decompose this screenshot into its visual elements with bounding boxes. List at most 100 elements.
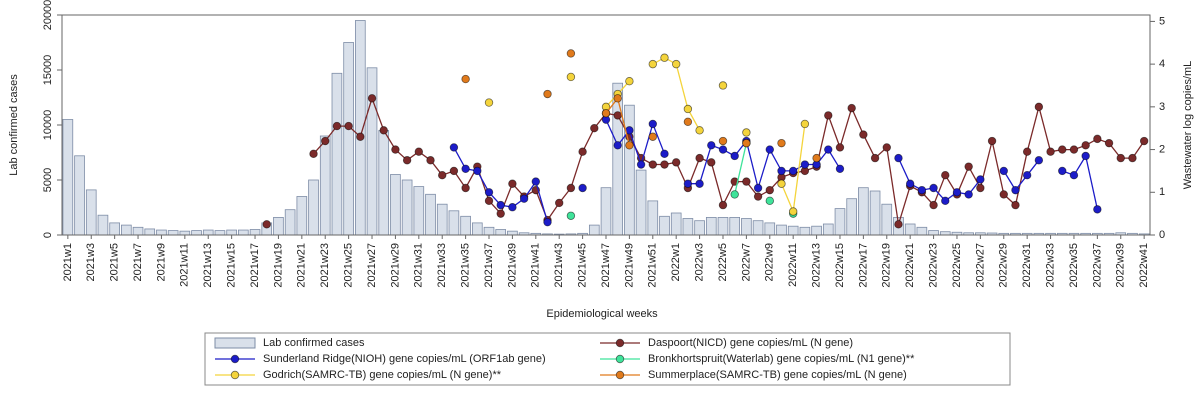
y2-tick-label: 5 bbox=[1159, 15, 1165, 27]
point bbox=[929, 183, 938, 193]
point bbox=[391, 145, 400, 154]
bar bbox=[343, 42, 354, 236]
bar bbox=[612, 82, 624, 236]
x-tick-label: 2021w21 bbox=[296, 243, 308, 288]
x-tick-label: 2021w43 bbox=[553, 243, 565, 288]
point bbox=[438, 170, 447, 180]
bar bbox=[62, 119, 74, 236]
point bbox=[847, 103, 856, 113]
point bbox=[1022, 170, 1032, 180]
x-tick-label: 2021w29 bbox=[389, 243, 401, 288]
bar bbox=[448, 210, 460, 236]
bar bbox=[413, 186, 425, 236]
x-tick-label: 2021w1 bbox=[62, 243, 74, 282]
x-tick-label: 2021w41 bbox=[530, 243, 542, 288]
x-tick-label: 2022w9 bbox=[764, 243, 776, 282]
point bbox=[999, 166, 1008, 176]
point bbox=[730, 190, 739, 199]
point bbox=[1081, 151, 1090, 161]
x-tick-label: 2022w41 bbox=[1138, 243, 1150, 288]
x-tick-label: 2022w13 bbox=[810, 243, 822, 288]
point bbox=[671, 158, 681, 167]
point bbox=[566, 183, 576, 193]
bar bbox=[121, 224, 132, 236]
legend-entry: Bronkhortspruit(Waterlab) gene copies/mL… bbox=[600, 353, 915, 365]
legend-label: Bronkhortspruit(Waterlab) gene copies/mL… bbox=[648, 353, 915, 365]
bar bbox=[109, 222, 120, 236]
point bbox=[835, 143, 845, 152]
y2-tick-label: 1 bbox=[1159, 186, 1165, 198]
point bbox=[707, 158, 716, 167]
point bbox=[613, 111, 622, 120]
point bbox=[765, 145, 774, 154]
point bbox=[905, 179, 915, 188]
point bbox=[449, 143, 459, 152]
bar bbox=[694, 220, 705, 236]
point bbox=[461, 164, 470, 173]
point bbox=[367, 94, 377, 103]
point bbox=[519, 194, 529, 203]
point bbox=[671, 59, 681, 69]
bar bbox=[355, 20, 366, 236]
point bbox=[742, 177, 751, 186]
x-tick-label: 2022w19 bbox=[881, 243, 893, 288]
point bbox=[508, 203, 517, 212]
point bbox=[543, 217, 552, 227]
bar bbox=[319, 135, 331, 236]
legend-entry: Summerplace(SAMRC-TB) gene copies/mL (N … bbox=[600, 369, 907, 381]
x-tick-label: 2021w23 bbox=[319, 243, 331, 288]
x-tick-label: 2021w13 bbox=[202, 243, 214, 288]
legend-marker bbox=[615, 338, 625, 348]
point bbox=[566, 49, 576, 58]
point bbox=[999, 190, 1008, 199]
point bbox=[952, 188, 962, 197]
legend-entry: Godrich(SAMRC-TB) gene copies/mL (N gene… bbox=[215, 369, 502, 381]
x-tick-label: 2022w33 bbox=[1044, 243, 1056, 288]
point bbox=[402, 156, 412, 165]
bar bbox=[834, 208, 846, 236]
x-tick-label: 2021w45 bbox=[577, 243, 589, 288]
bar bbox=[425, 193, 436, 236]
y2-tick-label: 3 bbox=[1159, 101, 1165, 113]
point bbox=[917, 185, 927, 195]
legend-marker bbox=[230, 354, 240, 364]
x-tick-label: 2021w5 bbox=[109, 243, 121, 282]
x-tick-label: 2022w31 bbox=[1021, 243, 1033, 288]
point bbox=[1081, 141, 1090, 150]
point bbox=[484, 188, 494, 197]
point bbox=[461, 74, 470, 84]
point bbox=[508, 179, 517, 188]
x-tick-label: 2022w27 bbox=[974, 243, 986, 288]
legend-label: Sunderland Ridge(NIOH) gene copies/mL (O… bbox=[263, 353, 546, 365]
point bbox=[1046, 147, 1055, 156]
point bbox=[648, 59, 657, 69]
point bbox=[1128, 153, 1137, 163]
point bbox=[1011, 200, 1020, 210]
point bbox=[718, 136, 728, 146]
x-tick-label: 2021w15 bbox=[226, 243, 238, 288]
bar bbox=[436, 203, 448, 236]
bar bbox=[132, 226, 144, 236]
bar bbox=[729, 216, 741, 236]
bar bbox=[846, 198, 857, 236]
x-axis-title: Epidemiological weeks bbox=[546, 308, 658, 320]
x-tick-label: 2022w11 bbox=[787, 243, 799, 287]
x-tick-label: 2021w51 bbox=[647, 243, 659, 288]
y-tick-label: 10000 bbox=[42, 110, 54, 141]
point bbox=[1022, 147, 1032, 156]
point bbox=[613, 94, 622, 103]
point bbox=[765, 196, 774, 206]
point bbox=[753, 192, 763, 201]
bar bbox=[390, 174, 401, 236]
point bbox=[835, 164, 845, 173]
bar bbox=[202, 229, 214, 236]
bar bbox=[226, 229, 237, 236]
point bbox=[543, 89, 552, 99]
point bbox=[753, 183, 763, 193]
x-tick-label: 2022w29 bbox=[998, 243, 1010, 288]
point bbox=[824, 145, 833, 154]
bar bbox=[273, 216, 284, 236]
x-tick-label: 2021w31 bbox=[413, 243, 425, 288]
x-tick-label: 2022w21 bbox=[904, 243, 916, 288]
x-tick-label: 2022w35 bbox=[1068, 243, 1080, 288]
